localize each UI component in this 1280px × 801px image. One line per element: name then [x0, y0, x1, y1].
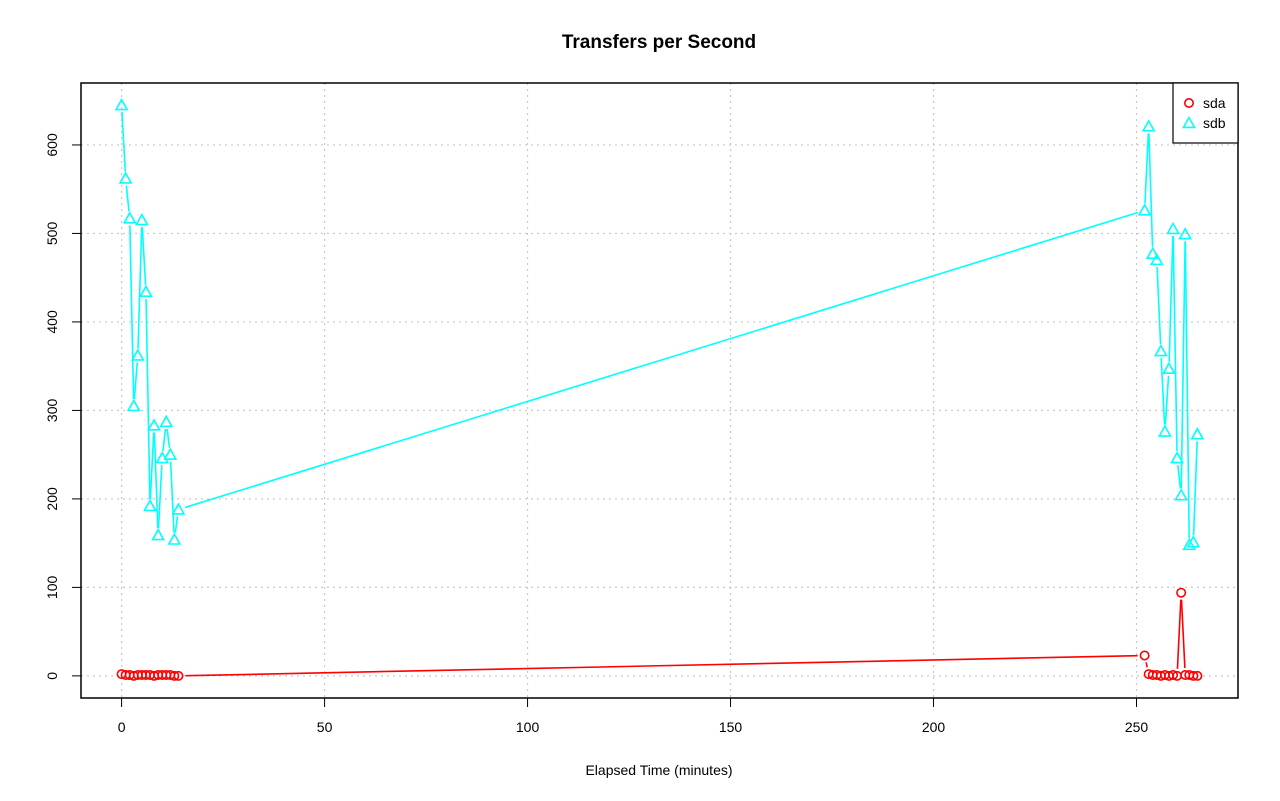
legend: sda sdb — [1172, 82, 1239, 144]
x-tick-label: 0 — [118, 719, 126, 735]
data-point-sdb — [1137, 203, 1152, 216]
series-line-segment — [145, 298, 151, 499]
x-tick-label: 50 — [317, 719, 333, 735]
series-line-segment — [1145, 662, 1148, 668]
data-point-sdb — [151, 528, 165, 541]
data-point-sdb — [1145, 246, 1160, 259]
series-layer — [114, 97, 1205, 681]
data-point-sdb — [143, 498, 157, 512]
data-point-sdb — [167, 532, 182, 545]
x-tick-label: 200 — [922, 719, 946, 735]
series-line-segment — [153, 432, 159, 529]
data-point-sdb — [1170, 451, 1184, 464]
data-point-sdb — [1186, 535, 1201, 548]
series-line-segment — [184, 211, 1139, 509]
series-line-segment — [1172, 235, 1178, 452]
x-axis: 0 50 100 150 200 250 — [118, 697, 1149, 735]
data-point-sdb — [118, 171, 133, 184]
legend-marker-sda — [1184, 98, 1195, 109]
y-tick-label: 0 — [44, 672, 60, 680]
y-tick-label: 300 — [44, 399, 60, 423]
y-tick-label: 200 — [44, 487, 60, 511]
data-point-sdb — [1149, 252, 1164, 266]
x-tick-label: 150 — [719, 719, 743, 735]
series-line-segment — [1144, 133, 1150, 204]
data-point-sdb — [122, 211, 137, 224]
series-line-segment — [125, 185, 130, 212]
y-tick-label: 500 — [44, 222, 60, 246]
data-point-sdb — [135, 213, 149, 226]
data-point-sda — [1192, 670, 1203, 681]
data-point-sda — [169, 670, 180, 681]
series-line-segment — [1156, 266, 1162, 345]
series-line-segment — [1164, 375, 1170, 425]
data-point-sdb — [1141, 119, 1156, 132]
series-line-segment — [129, 225, 135, 400]
series-line-segment — [1176, 599, 1182, 669]
series-line-segment — [1184, 241, 1190, 538]
chart-title: Transfers per Second — [562, 32, 756, 53]
series-line-segment — [1148, 133, 1154, 247]
data-point-sdb — [147, 418, 161, 431]
data-point-sdb — [126, 398, 141, 412]
data-point-sdb — [139, 284, 153, 298]
series-line-segment — [162, 428, 167, 452]
data-point-sda — [173, 670, 184, 681]
series-line-segment — [1177, 465, 1182, 489]
data-point-sdb — [1166, 221, 1180, 235]
legend-marker-sdb — [1182, 115, 1196, 129]
data-point-sdb — [171, 502, 186, 515]
data-point-sdb — [1182, 537, 1197, 551]
data-point-sdb — [159, 414, 174, 428]
series-line-segment — [133, 362, 139, 400]
data-point-sdb — [1158, 424, 1172, 437]
data-point-sdb — [1190, 427, 1205, 440]
plot-frame — [80, 82, 1239, 699]
data-point-sda — [1176, 587, 1187, 598]
y-tick-label: 400 — [44, 310, 60, 334]
data-point-sdb — [130, 348, 145, 361]
y-tick-label: 600 — [44, 133, 60, 157]
series-line-segment — [1168, 235, 1174, 362]
data-point-sda — [1168, 669, 1179, 680]
y-tick-label: 100 — [44, 575, 60, 599]
series-line-segment — [185, 654, 1138, 677]
series-line-segment — [1192, 441, 1198, 536]
data-point-sdb — [1154, 343, 1168, 357]
data-point-sdb — [1178, 227, 1193, 240]
series-line-segment — [1160, 358, 1166, 425]
legend-label-sdb: sdb — [1203, 115, 1226, 131]
data-point-sdb — [114, 97, 129, 111]
data-point-sdb — [1174, 488, 1189, 501]
data-point-sdb — [1162, 361, 1176, 375]
series-sda — [116, 587, 1203, 681]
series-line-segment — [174, 516, 179, 533]
y-axis: 0 100 200 300 400 500 600 — [44, 133, 82, 680]
series-line-segment — [137, 227, 143, 349]
grid — [81, 83, 1238, 698]
series-line-segment — [166, 428, 171, 448]
legend-label-sda: sda — [1203, 95, 1226, 111]
series-sdb — [114, 97, 1205, 551]
series-line-segment — [149, 432, 155, 500]
series-line-segment — [1180, 241, 1186, 489]
data-point-sda — [1188, 670, 1199, 681]
series-line-segment — [141, 227, 147, 285]
data-point-sda — [1139, 650, 1150, 661]
x-axis-label: Elapsed Time (minutes) — [585, 762, 732, 778]
data-point-sdb — [163, 447, 178, 460]
series-line-segment — [1180, 599, 1186, 669]
legend-box — [1172, 82, 1239, 144]
series-line-segment — [169, 461, 175, 533]
x-tick-label: 250 — [1125, 719, 1149, 735]
series-line-segment — [121, 112, 127, 172]
x-tick-label: 100 — [516, 719, 540, 735]
series-line-segment — [157, 465, 163, 529]
